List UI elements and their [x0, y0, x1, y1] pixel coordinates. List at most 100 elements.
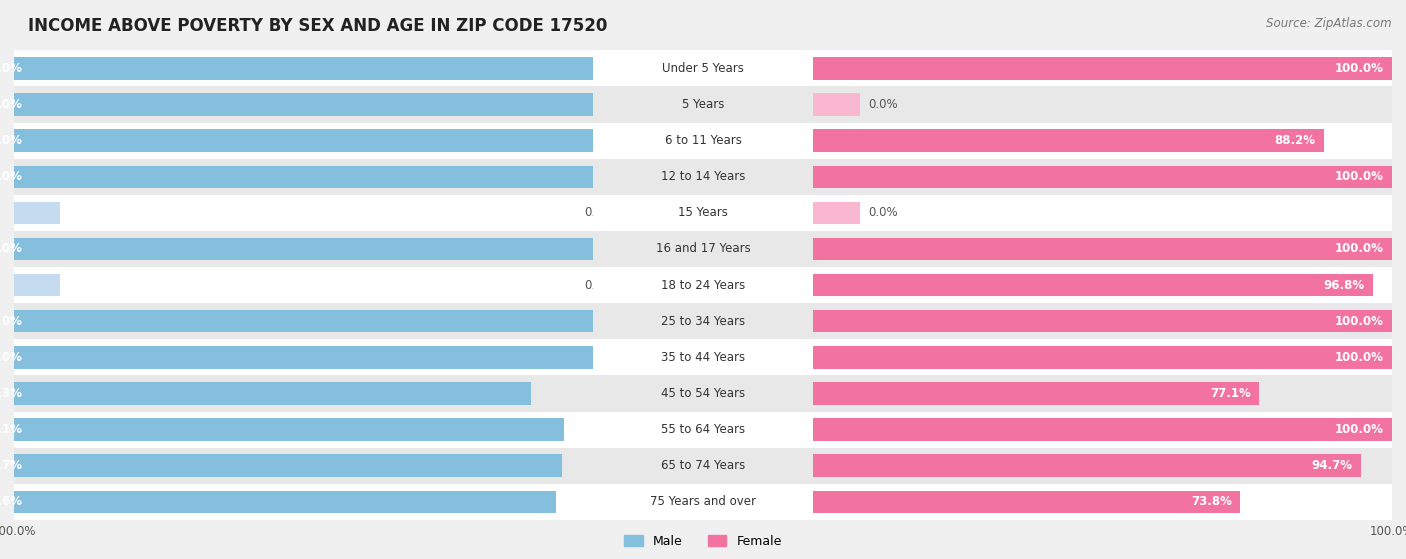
Text: 100.0%: 100.0%	[0, 315, 22, 328]
Text: INCOME ABOVE POVERTY BY SEX AND AGE IN ZIP CODE 17520: INCOME ABOVE POVERTY BY SEX AND AGE IN Z…	[28, 17, 607, 35]
Text: 88.2%: 88.2%	[1274, 134, 1315, 147]
Bar	[482, 376, 924, 411]
Text: 65 to 74 Years: 65 to 74 Years	[661, 459, 745, 472]
Text: 55 to 64 Years: 55 to 64 Years	[661, 423, 745, 436]
Bar	[755, 195, 1406, 231]
Bar	[755, 267, 1406, 303]
Bar	[482, 231, 924, 267]
Bar	[0, 50, 651, 87]
Bar	[14, 310, 593, 333]
Text: 100.0%: 100.0%	[0, 351, 22, 364]
Bar	[755, 122, 1406, 159]
Text: 100.0%: 100.0%	[0, 134, 22, 147]
Text: 100.0%: 100.0%	[0, 243, 22, 255]
Text: 100.0%: 100.0%	[1334, 62, 1384, 75]
Text: 100.0%: 100.0%	[1334, 243, 1384, 255]
Text: 100.0%: 100.0%	[0, 170, 22, 183]
Text: 94.7%: 94.7%	[1312, 459, 1353, 472]
Text: Under 5 Years: Under 5 Years	[662, 62, 744, 75]
Bar	[482, 87, 924, 122]
Text: 100.0%: 100.0%	[1334, 423, 1384, 436]
Bar	[482, 122, 924, 159]
Bar	[0, 448, 651, 484]
Bar	[14, 491, 555, 513]
Bar	[482, 267, 924, 303]
Text: 95.1%: 95.1%	[0, 423, 22, 436]
Bar	[482, 303, 924, 339]
Bar	[482, 448, 924, 484]
Bar	[813, 491, 1240, 513]
Bar	[755, 448, 1406, 484]
Bar	[0, 87, 651, 122]
Bar	[0, 484, 651, 520]
Text: 93.6%: 93.6%	[0, 495, 22, 508]
Bar	[482, 50, 924, 87]
Bar	[813, 346, 1392, 368]
Text: 0.0%: 0.0%	[869, 206, 898, 219]
Bar	[813, 202, 859, 224]
Bar	[813, 454, 1361, 477]
Text: 12 to 14 Years: 12 to 14 Years	[661, 170, 745, 183]
Text: 18 to 24 Years: 18 to 24 Years	[661, 278, 745, 292]
Text: 100.0%: 100.0%	[0, 62, 22, 75]
Bar	[14, 93, 593, 116]
Bar	[755, 484, 1406, 520]
Bar	[755, 339, 1406, 376]
Bar	[813, 310, 1392, 333]
Text: 0.0%: 0.0%	[869, 98, 898, 111]
Bar	[813, 165, 1392, 188]
Bar	[0, 231, 651, 267]
Text: 16 and 17 Years: 16 and 17 Years	[655, 243, 751, 255]
Bar	[813, 130, 1323, 152]
Text: 96.8%: 96.8%	[1323, 278, 1365, 292]
Bar	[14, 382, 531, 405]
Text: 6 to 11 Years: 6 to 11 Years	[665, 134, 741, 147]
Bar	[14, 418, 564, 440]
Bar	[14, 454, 562, 477]
Bar	[813, 238, 1392, 260]
Bar	[755, 411, 1406, 448]
Bar	[813, 274, 1374, 296]
Bar	[14, 165, 593, 188]
Bar	[755, 303, 1406, 339]
Bar	[755, 159, 1406, 195]
Bar	[14, 130, 593, 152]
Bar	[813, 418, 1392, 440]
Bar	[14, 346, 593, 368]
Bar	[755, 376, 1406, 411]
Bar	[0, 195, 651, 231]
Text: 75 Years and over: 75 Years and over	[650, 495, 756, 508]
Bar	[0, 122, 651, 159]
Bar	[0, 303, 651, 339]
Bar	[755, 50, 1406, 87]
Bar	[0, 267, 651, 303]
Bar	[482, 339, 924, 376]
Text: 100.0%: 100.0%	[1334, 351, 1384, 364]
Text: 100.0%: 100.0%	[0, 98, 22, 111]
Bar	[482, 159, 924, 195]
Text: 77.1%: 77.1%	[1211, 387, 1251, 400]
Bar	[755, 231, 1406, 267]
Text: 45 to 54 Years: 45 to 54 Years	[661, 387, 745, 400]
Text: 94.7%: 94.7%	[0, 459, 22, 472]
Bar	[0, 339, 651, 376]
Text: 15 Years: 15 Years	[678, 206, 728, 219]
Bar	[0, 159, 651, 195]
Bar	[14, 274, 60, 296]
Text: 5 Years: 5 Years	[682, 98, 724, 111]
Bar	[482, 411, 924, 448]
Text: 25 to 34 Years: 25 to 34 Years	[661, 315, 745, 328]
Bar	[482, 484, 924, 520]
Bar	[813, 93, 859, 116]
Bar	[755, 87, 1406, 122]
Text: 89.3%: 89.3%	[0, 387, 22, 400]
Text: 73.8%: 73.8%	[1191, 495, 1232, 508]
Text: 0.0%: 0.0%	[583, 206, 613, 219]
Bar	[0, 376, 651, 411]
Text: 35 to 44 Years: 35 to 44 Years	[661, 351, 745, 364]
Bar	[482, 195, 924, 231]
Text: 100.0%: 100.0%	[1334, 170, 1384, 183]
Legend: Male, Female: Male, Female	[619, 530, 787, 553]
Text: 0.0%: 0.0%	[583, 278, 613, 292]
Text: Source: ZipAtlas.com: Source: ZipAtlas.com	[1267, 17, 1392, 30]
